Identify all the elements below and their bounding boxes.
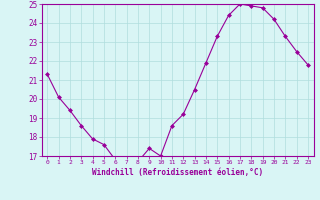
- X-axis label: Windchill (Refroidissement éolien,°C): Windchill (Refroidissement éolien,°C): [92, 168, 263, 177]
